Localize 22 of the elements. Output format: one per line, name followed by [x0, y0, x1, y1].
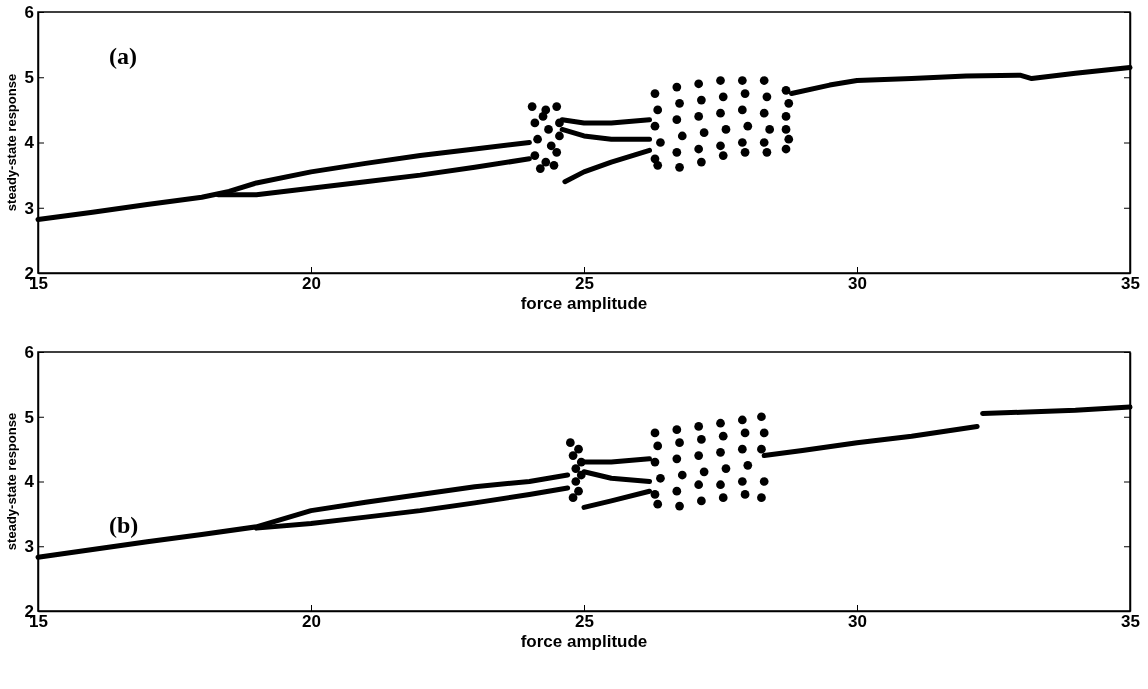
text: (a): [108, 43, 137, 70]
x-tick-label: 30: [848, 274, 867, 294]
y-axis-title: steady-state response: [4, 412, 19, 551]
x-tick-label: 20: [302, 612, 321, 632]
y-tick-label: 5: [24, 407, 34, 427]
y-tick-label: 3: [24, 537, 34, 557]
y-tick-label: 4: [24, 472, 35, 492]
y-tick-label: 5: [24, 68, 34, 88]
y-tick-label: 4: [24, 133, 35, 153]
y-tick-label: 6: [24, 2, 34, 22]
y-tick-label: 3: [24, 198, 34, 218]
x-axis-title: force amplitude: [520, 294, 648, 313]
x-tick-label: 20: [302, 274, 321, 294]
x-tick-label: 25: [575, 612, 594, 632]
y-axis-title: steady-state response: [4, 73, 19, 212]
x-axis-title: force amplitude: [520, 632, 648, 651]
x-tick-label: 25: [575, 274, 594, 294]
x-tick-label: 30: [848, 612, 867, 632]
text: (b): [108, 512, 139, 539]
x-tick-label: 35: [1121, 274, 1140, 294]
x-tick-label: 35: [1121, 612, 1140, 632]
y-tick-label: 6: [24, 342, 34, 362]
